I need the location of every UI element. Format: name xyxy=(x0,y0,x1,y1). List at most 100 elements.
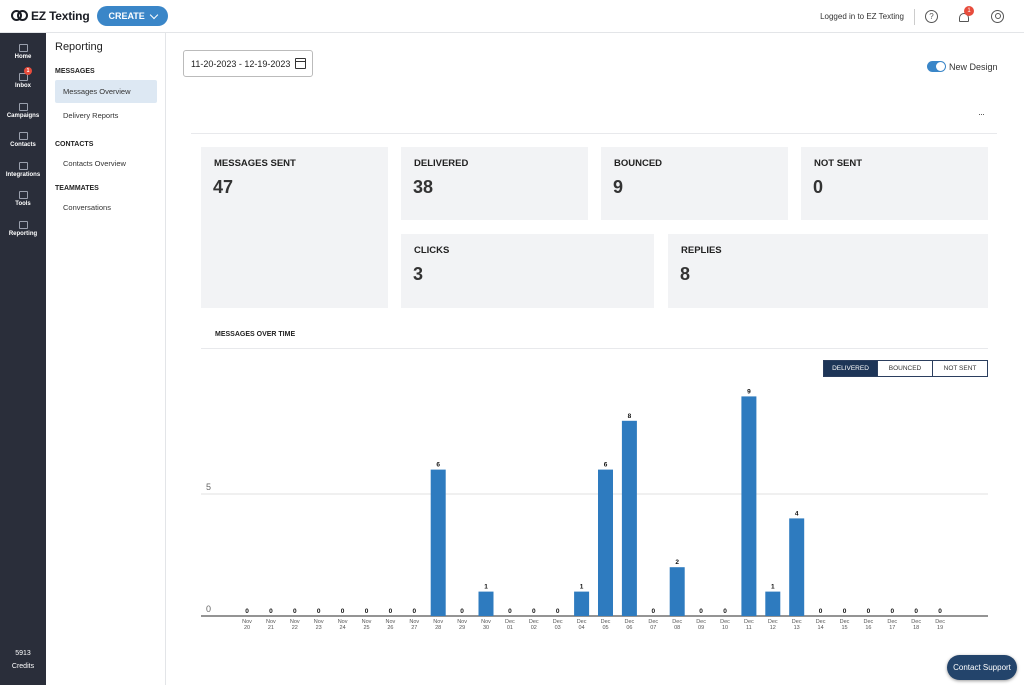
account-icon[interactable] xyxy=(991,10,1004,23)
rail-label: Tools xyxy=(15,201,31,208)
x-tick-label: 24 xyxy=(340,625,346,631)
x-tick-label: Dec xyxy=(696,619,706,625)
x-tick-label: 02 xyxy=(531,625,537,631)
data-label: 6 xyxy=(436,462,440,469)
new-design-toggle[interactable]: New Design xyxy=(927,61,998,72)
x-tick-label: 17 xyxy=(889,625,895,631)
data-label: 2 xyxy=(675,559,679,566)
section-heading-messages: MESSAGES xyxy=(55,68,95,75)
more-options-icon[interactable]: ··· xyxy=(978,109,985,119)
x-tick-label: Dec xyxy=(601,619,611,625)
bar xyxy=(669,567,685,616)
data-label: 0 xyxy=(819,608,823,615)
chart-filter-tabs: DELIVERED BOUNCED NOT SENT xyxy=(823,360,988,377)
data-label: 0 xyxy=(556,608,560,615)
chevron-down-icon xyxy=(149,10,159,19)
rail-item-integrations[interactable]: Integrations xyxy=(0,155,46,185)
x-tick-label: Dec xyxy=(864,619,874,625)
main-content: 11-20-2023 - 12-19-2023 New Design ··· M… xyxy=(166,33,1024,685)
x-tick-label: 04 xyxy=(579,625,585,631)
filter-bounced[interactable]: BOUNCED xyxy=(877,360,933,377)
card-label: MESSAGES SENT xyxy=(214,158,296,169)
date-range-picker[interactable]: 11-20-2023 - 12-19-2023 xyxy=(183,50,313,77)
data-label: 4 xyxy=(795,510,799,517)
filter-delivered[interactable]: DELIVERED xyxy=(823,360,878,377)
brand-logo[interactable]: EZ Texting xyxy=(11,9,90,23)
rail-label: Reporting xyxy=(8,230,38,237)
card-messages-sent: MESSAGES SENT 47 xyxy=(201,147,388,308)
card-value: 47 xyxy=(213,177,234,197)
x-tick-label: Nov xyxy=(338,619,348,625)
toggle-switch[interactable] xyxy=(927,61,946,72)
nav-contacts-overview[interactable]: Contacts Overview xyxy=(63,159,126,168)
card-label: CLICKS xyxy=(414,245,450,256)
card-not-sent: NOT SENT 0 xyxy=(801,147,988,220)
calendar-icon xyxy=(295,58,306,69)
x-tick-label: 26 xyxy=(387,625,393,631)
toggle-label: New Design xyxy=(949,61,998,72)
data-label: 0 xyxy=(843,608,847,615)
rail-item-tools[interactable]: Tools xyxy=(0,185,46,215)
credits-value: 5913 xyxy=(15,650,31,657)
credits[interactable]: 5913 Credits xyxy=(0,647,46,673)
data-label: 0 xyxy=(508,608,512,615)
x-tick-label: Nov xyxy=(433,619,443,625)
card-label: BOUNCED xyxy=(614,158,663,169)
notification-badge: 1 xyxy=(964,5,974,16)
x-tick-label: Nov xyxy=(242,619,252,625)
data-label: 6 xyxy=(604,462,608,469)
x-tick-label: 11 xyxy=(746,625,752,631)
x-tick-label: Nov xyxy=(362,619,372,625)
x-tick-label: 07 xyxy=(650,625,656,631)
x-tick-label: 28 xyxy=(435,625,441,631)
card-value: 3 xyxy=(413,264,424,284)
data-label: 0 xyxy=(723,608,727,615)
data-label: 9 xyxy=(747,388,751,395)
card-value: 38 xyxy=(413,177,434,197)
x-tick-label: Nov xyxy=(290,619,300,625)
date-range-text: 11-20-2023 - 12-19-2023 xyxy=(191,58,291,69)
brand-name: EZ Texting xyxy=(31,9,90,23)
rail-item-campaigns[interactable]: Campaigns xyxy=(0,96,46,126)
notifications-bell-icon[interactable]: 1 xyxy=(958,5,974,23)
integrations-icon xyxy=(18,161,28,170)
rail-item-home[interactable]: Home xyxy=(0,37,46,67)
help-icon[interactable]: ? xyxy=(925,10,938,23)
card-value: 8 xyxy=(680,264,691,284)
data-label: 0 xyxy=(293,608,297,615)
x-tick-label: 19 xyxy=(937,625,943,631)
x-tick-label: Dec xyxy=(911,619,921,625)
x-tick-label: 03 xyxy=(555,625,561,631)
nav-delivery-reports[interactable]: Delivery Reports xyxy=(63,111,119,120)
contact-support-button[interactable]: Contact Support xyxy=(947,655,1017,680)
rail-item-inbox[interactable]: 1 Inbox xyxy=(0,66,46,97)
filter-not-sent[interactable]: NOT SENT xyxy=(932,360,988,377)
x-tick-label: Dec xyxy=(816,619,826,625)
data-label: 0 xyxy=(389,608,393,615)
divider xyxy=(201,348,988,349)
x-tick-label: 29 xyxy=(459,625,465,631)
x-tick-label: Dec xyxy=(553,619,563,625)
data-label: 0 xyxy=(460,608,464,615)
card-replies: REPLIES 8 xyxy=(668,234,988,308)
bar xyxy=(478,591,494,616)
x-tick-label: 09 xyxy=(698,625,704,631)
card-label: DELIVERED xyxy=(414,158,469,169)
flag-icon xyxy=(18,102,28,111)
rail-item-reporting[interactable]: Reporting xyxy=(0,214,46,244)
data-label: 0 xyxy=(532,608,536,615)
bar xyxy=(621,420,637,616)
x-tick-label: 21 xyxy=(268,625,274,631)
nav-conversations[interactable]: Conversations xyxy=(63,203,111,212)
create-button[interactable]: CREATE xyxy=(97,6,168,26)
top-bar: EZ Texting CREATE Logged in to EZ Textin… xyxy=(0,0,1024,33)
x-tick-label: 13 xyxy=(794,625,800,631)
bar xyxy=(430,469,446,616)
rail-item-contacts[interactable]: Contacts xyxy=(0,126,46,156)
card-value: 9 xyxy=(613,177,624,197)
chart-icon xyxy=(18,220,28,229)
data-label: 0 xyxy=(317,608,321,615)
icon-rail: Home 1 Inbox Campaigns Contacts Integrati… xyxy=(0,33,46,685)
nav-messages-overview[interactable]: Messages Overview xyxy=(55,80,157,103)
data-label: 1 xyxy=(484,584,488,591)
